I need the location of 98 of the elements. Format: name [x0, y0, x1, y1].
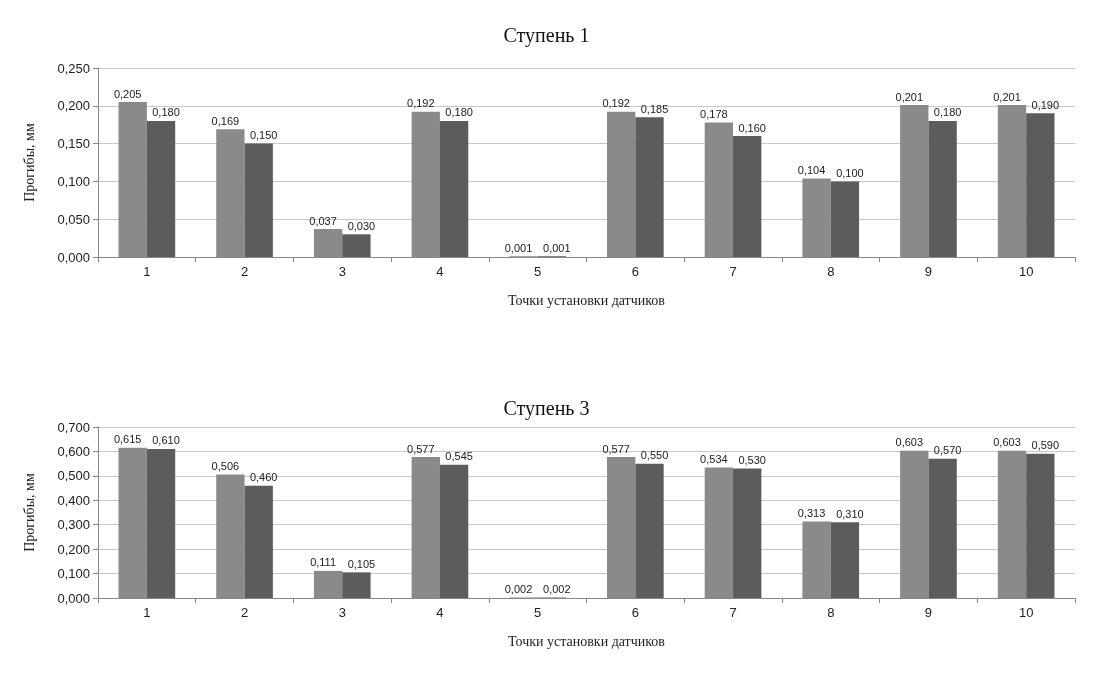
data-label: 0,105 — [347, 557, 376, 570]
bar — [733, 468, 762, 598]
bar — [146, 448, 176, 598]
data-label: 0,603 — [895, 436, 924, 449]
y-tick-label: 0,300 — [57, 517, 90, 533]
data-label: 0,313 — [797, 507, 826, 520]
x-tick-label: 5 — [534, 605, 542, 620]
data-label: 0,185 — [640, 102, 669, 115]
bar — [733, 136, 762, 257]
x-tick-label: 10 — [1018, 605, 1034, 620]
bar — [342, 234, 371, 257]
x-tick-label: 2 — [240, 264, 249, 279]
data-label: 0,205 — [113, 87, 142, 100]
data-label: 0,001 — [543, 241, 571, 254]
y-tick-label: 0,500 — [57, 468, 90, 484]
data-label: 0,180 — [445, 106, 473, 119]
y-tick-label: 0,000 — [57, 249, 90, 265]
x-axis-title: Точки установки датчиков — [508, 633, 666, 649]
y-axis-title: Прогибы, мм — [21, 123, 37, 202]
y-tick-label: 0,150 — [57, 136, 90, 152]
data-label: 0,001 — [504, 241, 533, 254]
data-label: 0,037 — [309, 214, 337, 227]
x-tick-label: 1 — [143, 264, 151, 279]
x-tick-label: 7 — [729, 264, 737, 279]
bar — [928, 120, 957, 257]
x-tick-label: 4 — [436, 605, 444, 620]
data-label: 0,002 — [543, 583, 571, 596]
y-tick-label: 0,200 — [57, 541, 90, 557]
data-label: 0,178 — [700, 107, 728, 120]
data-label: 0,160 — [738, 121, 766, 134]
data-label: 0,201 — [895, 90, 924, 103]
y-tick-label: 0,700 — [57, 419, 90, 435]
y-tick-label: 0,200 — [57, 98, 90, 114]
data-label: 0,577 — [407, 442, 435, 455]
x-tick-label: 8 — [827, 264, 835, 279]
bar — [1026, 113, 1055, 257]
data-label: 0,201 — [993, 90, 1021, 103]
data-label: 0,577 — [602, 442, 630, 455]
data-label: 0,545 — [445, 450, 473, 463]
data-label: 0,310 — [836, 507, 864, 520]
y-tick-label: 0,250 — [57, 60, 90, 76]
data-label: 0,610 — [152, 434, 180, 447]
x-tick-label: 6 — [631, 264, 639, 279]
data-label: 0,150 — [249, 129, 278, 142]
data-label: 0,550 — [640, 449, 669, 462]
bar — [635, 117, 664, 257]
data-label: 0,100 — [836, 166, 864, 179]
data-label: 0,111 — [310, 556, 337, 569]
data-label: 0,104 — [797, 163, 826, 176]
data-label: 0,180 — [933, 106, 962, 119]
data-label: 0,590 — [1031, 439, 1060, 452]
data-label: 0,002 — [504, 583, 533, 596]
bar — [928, 458, 957, 598]
data-label: 0,603 — [993, 436, 1021, 449]
y-axis-title: Прогибы, мм — [21, 473, 37, 552]
bar — [635, 463, 664, 598]
y-tick-label: 0,000 — [57, 590, 90, 606]
data-label: 0,530 — [738, 454, 766, 467]
chart-title: Ступень 1 — [503, 24, 590, 47]
x-tick-label: 6 — [631, 605, 639, 620]
bar — [244, 143, 273, 257]
data-label: 0,192 — [407, 97, 435, 110]
bar — [439, 464, 469, 598]
y-tick-label: 0,100 — [57, 173, 90, 189]
x-tick-label: 8 — [827, 605, 835, 620]
y-tick-label: 0,600 — [57, 443, 90, 459]
bar — [830, 181, 860, 257]
data-label: 0,570 — [933, 444, 962, 457]
data-label: 0,506 — [211, 459, 240, 472]
data-label: 0,190 — [1031, 98, 1060, 111]
x-tick-label: 1 — [143, 605, 151, 620]
x-axis-title: Точки установки датчиков — [508, 292, 666, 308]
bar — [1026, 453, 1055, 598]
bar — [342, 572, 371, 598]
y-tick-label: 0,050 — [57, 211, 90, 227]
x-tick-label: 2 — [240, 605, 249, 620]
chart-title: Ступень 3 — [503, 397, 590, 420]
bar — [244, 485, 273, 598]
x-tick-label: 3 — [338, 264, 346, 279]
data-label: 0,615 — [113, 433, 142, 446]
y-tick-label: 0,100 — [57, 566, 90, 582]
data-label: 0,180 — [152, 106, 180, 119]
x-tick-label: 5 — [534, 264, 542, 279]
x-tick-label: 3 — [338, 605, 346, 620]
y-tick-label: 0,400 — [57, 492, 90, 508]
x-tick-label: 4 — [436, 264, 444, 279]
x-tick-label: 7 — [729, 605, 737, 620]
x-tick-label: 9 — [924, 605, 933, 620]
bar — [146, 120, 176, 257]
bar — [439, 120, 469, 257]
data-label: 0,460 — [249, 471, 278, 484]
data-label: 0,534 — [700, 453, 728, 466]
x-tick-label: 10 — [1018, 264, 1034, 279]
x-tick-label: 9 — [924, 264, 933, 279]
data-label: 0,169 — [211, 114, 240, 127]
data-label: 0,192 — [602, 97, 630, 110]
data-label: 0,030 — [347, 219, 376, 232]
bar — [830, 522, 860, 598]
